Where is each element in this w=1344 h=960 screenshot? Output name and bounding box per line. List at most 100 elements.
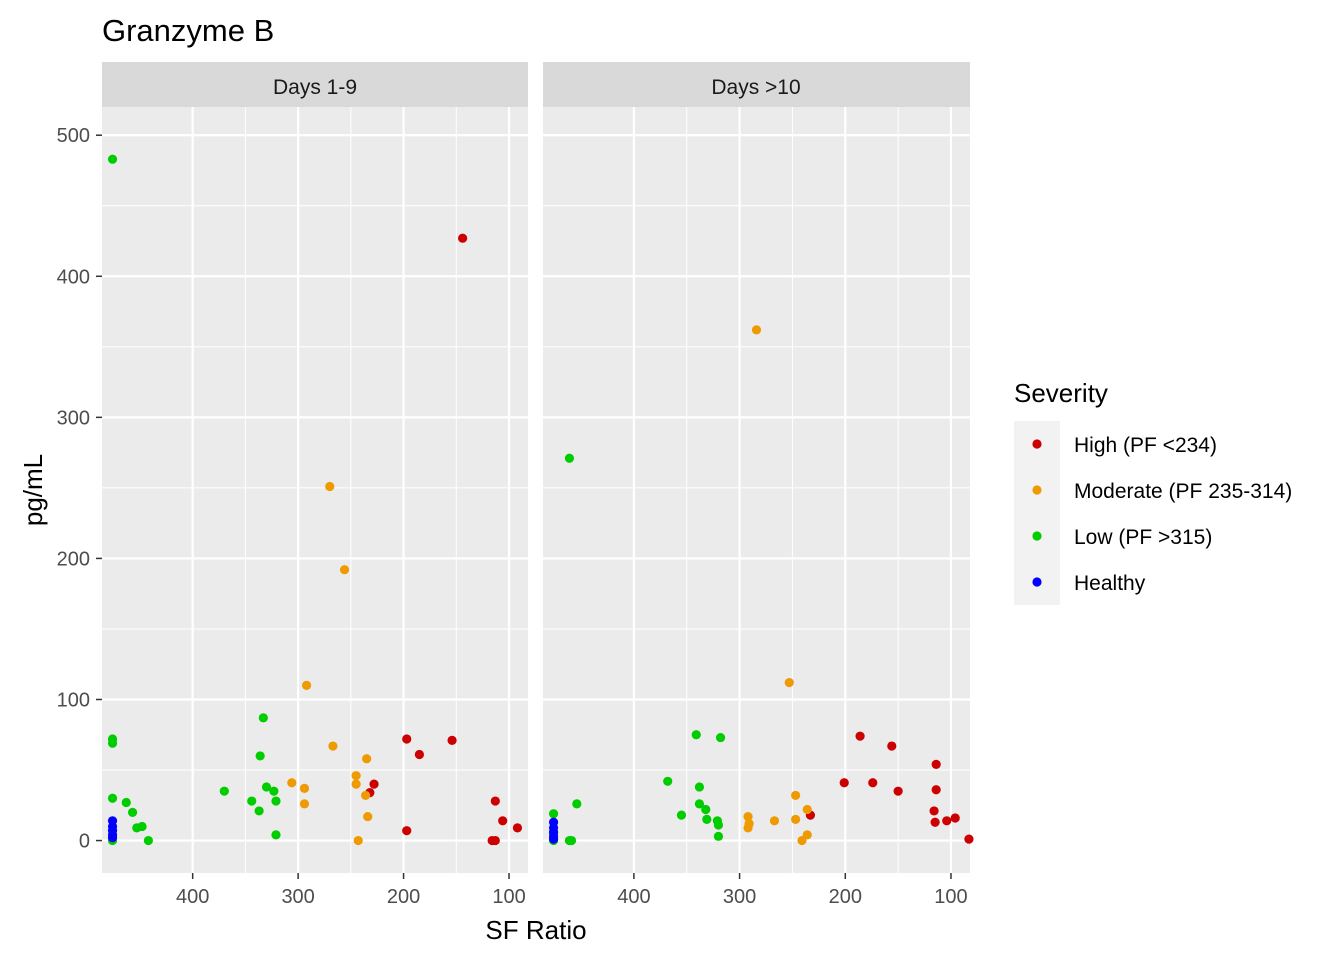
x-tick-label: 400 [617,886,650,908]
data-point [691,730,701,740]
data-point [663,776,673,786]
y-tick-label: 100 [57,689,90,711]
data-point [271,830,281,840]
data-point [402,826,412,836]
data-point [964,834,974,844]
data-point [743,811,753,822]
data-point [868,778,878,788]
data-point [839,778,849,788]
data-point [701,804,711,815]
data-point [931,785,941,795]
data-point [301,680,312,690]
data-point [369,779,379,789]
x-tick-label: 300 [281,886,314,908]
data-point [325,481,335,492]
legend-label: Moderate (PF 235-314) [1074,480,1292,503]
data-point [447,735,457,745]
data-point [887,741,897,751]
data-point [784,677,794,688]
data-point [121,797,131,808]
data-point [402,734,412,744]
data-point [548,809,559,819]
legend-key [1032,485,1042,495]
data-point [254,806,264,816]
y-axis-ticks: 0 100 200 300 400 500 [57,125,102,853]
data-point [893,786,903,796]
legend: Severity High (PF <234) Moderate (PF 235-… [1014,378,1292,605]
panel-points [548,325,974,846]
data-point [487,835,497,846]
data-point [676,810,687,820]
strip-background [543,62,970,107]
data-point [702,814,712,824]
data-point [715,732,726,743]
x-axis-title: SF Ratio [485,915,586,945]
facet-panel-1: Days 1-9 400 300 200 100 [102,62,528,908]
y-tick-label: 200 [57,548,90,570]
data-point [694,782,705,792]
data-point [107,738,118,748]
data-point [498,816,508,826]
data-point [247,796,257,806]
data-point [512,823,523,833]
data-point [564,453,575,463]
x-axis-ticks: 400 300 200 100 [176,873,526,908]
data-point [107,833,118,843]
data-point [353,835,363,846]
data-point [548,834,559,844]
data-point [362,754,372,764]
facet-panel-2: Days >10 400 300 200 100 [543,62,974,908]
legend-label: Healthy [1074,572,1146,595]
legend-label: High (PF <234) [1074,434,1217,457]
y-axis-title: pg/mL [18,454,48,526]
data-point [258,713,268,723]
panel-grid [102,107,528,873]
data-point [219,786,229,796]
x-tick-label: 100 [492,886,525,908]
strip-background [102,62,528,107]
legend-key [1032,439,1042,449]
data-point [490,796,500,806]
legend-key [1032,531,1042,541]
data-point [287,778,297,788]
data-point [797,835,807,846]
data-point [351,779,361,789]
x-axis-ticks: 400 300 200 100 [617,873,968,908]
x-tick-label: 200 [387,886,420,908]
strip-label: Days >10 [711,76,800,99]
data-point [802,804,812,815]
data-point [107,793,118,803]
data-point [269,786,279,796]
data-point [107,154,118,164]
chart-title: Granzyme B [102,13,274,48]
data-point [572,799,582,809]
data-point [351,771,361,781]
y-tick-label: 400 [57,266,90,288]
data-point [363,811,373,822]
data-point [414,749,424,760]
data-point [143,835,153,846]
data-point [328,741,338,751]
y-tick-label: 300 [57,407,90,429]
legend-label: Low (PF >315) [1074,526,1212,549]
x-tick-label: 200 [829,886,862,908]
data-point [299,799,310,809]
data-point [929,806,939,816]
legend-key [1032,577,1042,587]
y-tick-label: 500 [57,125,90,147]
strip-label: Days 1-9 [273,76,357,99]
legend-entries: High (PF <234) Moderate (PF 235-314) Low (… [1014,421,1292,605]
data-point [769,816,780,826]
panel-points [107,154,523,846]
data-point [566,835,577,846]
data-point [271,796,281,806]
data-point [694,799,705,809]
data-point [458,233,468,243]
data-point [942,816,952,826]
panel-grid [543,107,970,873]
data-point [299,783,310,793]
data-point [931,759,941,769]
panel-background [543,107,970,873]
y-tick-label: 0 [79,831,90,853]
data-point [751,325,762,335]
